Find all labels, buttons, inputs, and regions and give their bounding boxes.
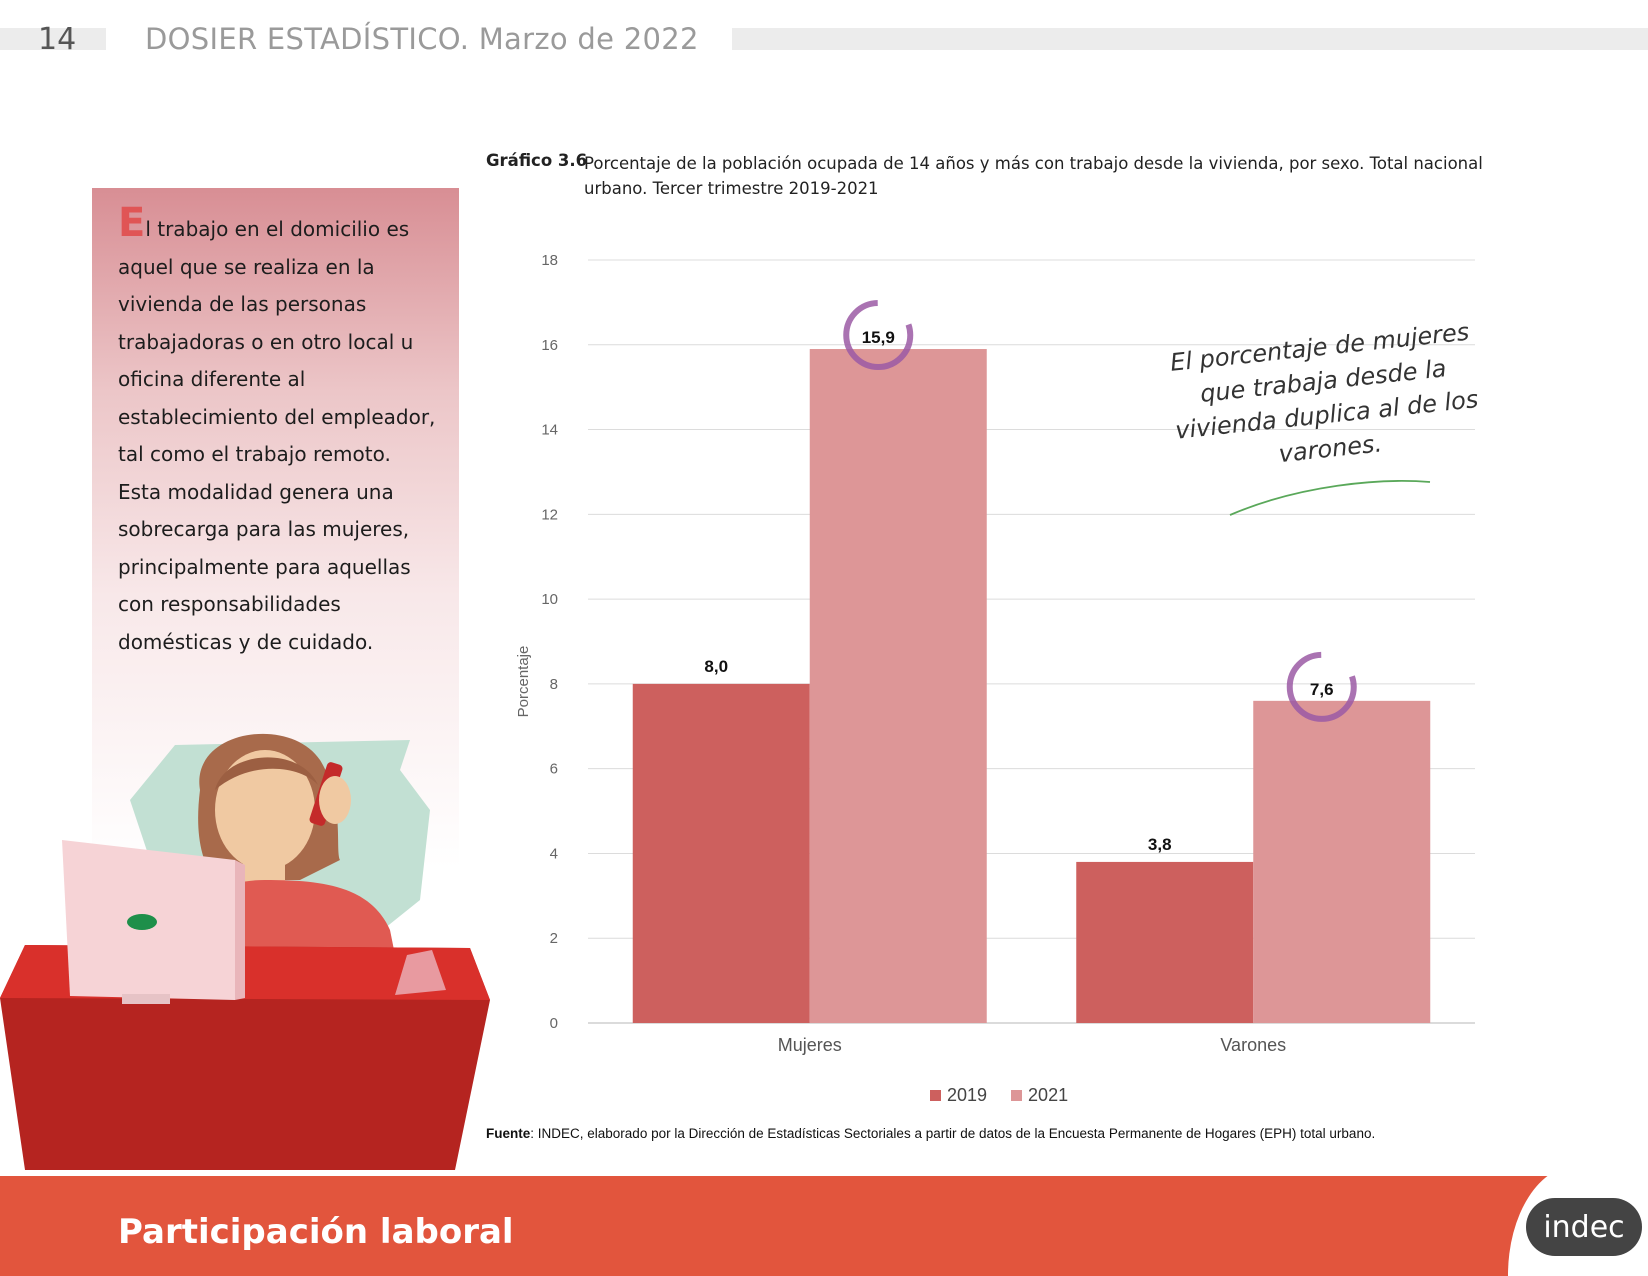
bar-chart: 0 2 4 6 8 10 12 14 16 18 Porcentaje 8,0 15,9 Mujeres 3…: [515, 252, 1475, 1055]
drop-cap: E: [118, 200, 146, 246]
y-tick-label: 4: [550, 845, 558, 862]
indec-logo: indec: [1526, 1198, 1642, 1256]
chart-caption-text: Porcentaje de la población ocupada de 14…: [584, 154, 1483, 198]
side-paragraph-body: l trabajo en el domicilio es aquel que s…: [118, 217, 436, 654]
chart-legend: 2019 2021: [930, 1085, 1068, 1106]
legend-label-2019: 2019: [947, 1085, 988, 1105]
y-tick-label: 12: [541, 506, 558, 523]
side-paragraph: El trabajo en el domicilio es aquel que …: [118, 203, 438, 661]
header-bar-left: [0, 28, 106, 50]
footer-band: [0, 1176, 1648, 1276]
legend-item-2021: 2021: [1011, 1085, 1068, 1106]
y-tick-label: 2: [550, 930, 558, 947]
source-text: : INDEC, elaborado por la Dirección de E…: [530, 1126, 1376, 1141]
bar-2021-mujeres: [809, 349, 987, 1023]
legend-label-2021: 2021: [1028, 1085, 1069, 1105]
data-label: 8,0: [704, 657, 728, 676]
page-number: 14: [38, 22, 77, 57]
woman-on-phone-illustration: [0, 733, 490, 1170]
source-label: Fuente: [486, 1126, 531, 1141]
x-category-label: Mujeres: [778, 1035, 842, 1055]
x-category-label: Varones: [1220, 1035, 1286, 1055]
legend-swatch-2021: [1011, 1090, 1023, 1101]
section-title: Participación laboral: [118, 1212, 514, 1252]
y-tick-label: 6: [550, 761, 558, 778]
legend-item-2019: 2019: [930, 1085, 987, 1106]
data-label: 7,6: [1310, 680, 1334, 699]
y-axis-label: Porcentaje: [515, 646, 532, 718]
y-tick-label: 10: [541, 591, 558, 608]
y-tick-label: 0: [550, 1015, 558, 1032]
highlight-circle: [843, 300, 914, 371]
data-label: 3,8: [1148, 835, 1172, 854]
chart-caption-label: Gráfico 3.6: [486, 151, 588, 170]
y-tick-label: 8: [550, 676, 558, 693]
highlight-circle: [1286, 651, 1357, 722]
document-title: DOSIER ESTADÍSTICO. Marzo de 2022: [145, 22, 699, 56]
data-label: 15,9: [862, 328, 895, 347]
header-bar-right: [732, 28, 1648, 50]
y-tick-label: 14: [541, 422, 558, 439]
bar-2019-mujeres: [632, 683, 810, 1023]
y-tick-label: 18: [541, 252, 558, 269]
annotation-underline: [1229, 480, 1431, 516]
y-tick-label: 16: [541, 337, 558, 354]
bar-2019-varones: [1076, 861, 1254, 1023]
chart-source: Fuente: INDEC, elaborado por la Direcció…: [486, 1126, 1375, 1141]
bar-2021-varones: [1253, 700, 1431, 1023]
legend-swatch-2019: [930, 1090, 941, 1101]
